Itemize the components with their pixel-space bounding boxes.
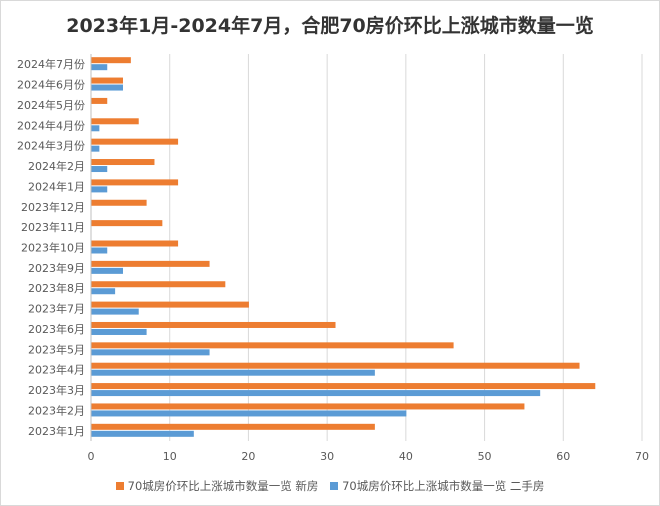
bar-new-homes xyxy=(91,260,210,267)
bar-second-hand xyxy=(91,84,123,91)
x-tick-label: 30 xyxy=(320,450,334,463)
bar-new-homes xyxy=(91,57,131,64)
bar-second-hand xyxy=(91,430,194,437)
bar-second-hand xyxy=(91,125,100,132)
bar-new-homes xyxy=(91,97,108,104)
legend-swatch-orange xyxy=(115,482,124,490)
bar-second-hand xyxy=(91,308,139,315)
category-label: 2024年3月份 xyxy=(17,139,85,153)
legend-label: 70城房价环比上涨城市数量一览 新房 xyxy=(127,479,319,493)
bar-second-hand xyxy=(91,369,375,376)
category-label: 2024年5月份 xyxy=(17,98,85,112)
legend-label: 70城房价环比上涨城市数量一览 二手房 xyxy=(342,479,545,493)
bar-new-homes xyxy=(91,342,454,349)
bar-second-hand xyxy=(91,390,541,397)
category-label: 2023年4月 xyxy=(28,363,85,377)
bar-new-homes xyxy=(91,423,375,430)
bar-new-homes xyxy=(91,403,525,410)
bar-new-homes xyxy=(91,179,179,186)
bar-new-homes xyxy=(91,199,147,206)
category-label: 2024年6月份 xyxy=(17,78,85,92)
x-tick-label: 70 xyxy=(635,450,649,463)
legend: 70城房价环比上涨城市数量一览 新房 70城房价环比上涨城市数量一览 二手房 xyxy=(1,478,659,494)
legend-item-new-homes: 70城房价环比上涨城市数量一览 新房 xyxy=(115,478,319,494)
category-label: 2024年4月份 xyxy=(17,118,85,132)
category-label: 2023年10月 xyxy=(21,241,85,255)
chart-title: 2023年1月-2024年7月，合肥70房价环比上涨城市数量一览 xyxy=(66,15,594,37)
bar-second-hand xyxy=(91,64,108,71)
category-label: 2024年7月份 xyxy=(17,57,85,71)
category-label: 2024年1月 xyxy=(28,179,85,193)
legend-swatch-blue xyxy=(330,482,339,490)
bar-second-hand xyxy=(91,166,108,173)
bar-second-hand xyxy=(91,288,116,295)
category-label: 2023年11月 xyxy=(21,220,85,234)
bar-new-homes xyxy=(91,301,249,308)
x-tick-label: 20 xyxy=(241,450,255,463)
bar-second-hand xyxy=(91,247,108,254)
bar-new-homes xyxy=(91,321,336,328)
bar-new-homes xyxy=(91,138,179,145)
x-tick-label: 50 xyxy=(478,450,492,463)
category-label: 2023年3月 xyxy=(28,383,85,397)
legend-item-second-hand: 70城房价环比上涨城市数量一览 二手房 xyxy=(330,478,544,494)
category-label: 2023年6月 xyxy=(28,322,85,336)
bar-second-hand xyxy=(91,145,100,152)
bar-new-homes xyxy=(91,159,155,166)
bar-second-hand xyxy=(91,349,210,356)
category-label: 2024年2月 xyxy=(28,159,85,173)
category-label: 2023年1月 xyxy=(28,424,85,438)
bar-new-homes xyxy=(91,240,179,247)
category-label: 2023年5月 xyxy=(28,342,85,356)
category-label: 2023年8月 xyxy=(28,281,85,295)
bar-new-homes xyxy=(91,220,163,227)
bar-second-hand xyxy=(91,410,407,417)
bar-second-hand xyxy=(91,267,123,274)
bar-new-homes xyxy=(91,281,226,288)
x-tick-label: 10 xyxy=(163,450,177,463)
x-tick-label: 40 xyxy=(399,450,413,463)
x-tick-label: 60 xyxy=(556,450,570,463)
bar-new-homes xyxy=(91,362,580,369)
bar-second-hand xyxy=(91,186,108,193)
category-label: 2023年7月 xyxy=(28,302,85,316)
category-label: 2023年12月 xyxy=(21,200,85,214)
bar-new-homes xyxy=(91,118,139,125)
bar-second-hand xyxy=(91,328,147,335)
x-tick-label: 0 xyxy=(88,450,95,463)
category-label: 2023年9月 xyxy=(28,261,85,275)
bar-new-homes xyxy=(91,77,123,84)
bar-new-homes xyxy=(91,383,596,390)
category-label: 2023年2月 xyxy=(28,403,85,417)
